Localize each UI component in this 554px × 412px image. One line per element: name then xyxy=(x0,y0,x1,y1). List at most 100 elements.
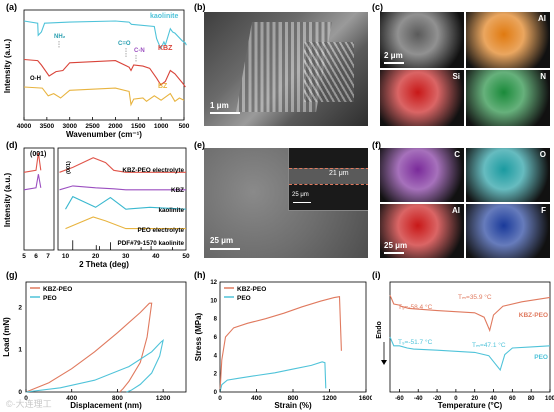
stress-ytick-label: 8 xyxy=(214,317,218,323)
xrd-xtick-right: 50 xyxy=(182,253,190,260)
xrd-right-frame xyxy=(57,147,187,251)
ftir-xtick-label: 3000 xyxy=(62,123,77,130)
dsc-ylabel: Endo xyxy=(376,321,383,339)
eds-grid-f: C O Al 25 μm F xyxy=(380,148,550,258)
panel-a-label: (a) xyxy=(6,2,17,12)
xrd-peak-label-small: (001) xyxy=(66,161,72,174)
stress-ylabel: Stress (MPa) xyxy=(194,312,203,361)
dsc-xtick-label: 0 xyxy=(454,396,458,402)
scalebar-e-text: 25 μm xyxy=(210,236,234,245)
eds-tile-label: F xyxy=(541,206,546,215)
stress-ytick-label: 6 xyxy=(214,335,218,341)
ftir-series-kbz xyxy=(23,58,186,88)
scalebar-f xyxy=(384,252,404,254)
eds-tile-label: C xyxy=(454,150,460,159)
ftir-legend-bz: BZ xyxy=(158,83,168,90)
scalebar-e xyxy=(210,248,240,250)
scalebar-c-text: 2 μm xyxy=(384,51,403,60)
xrd-xtick-left: 5 xyxy=(22,253,26,260)
stress-ytick-label: 0 xyxy=(214,390,218,396)
ftir-annotation: C-N xyxy=(134,48,145,54)
xrd-xtick-right: 20 xyxy=(92,253,100,260)
eds-tile-label: Al xyxy=(452,206,460,215)
stress-strain-chart: 0 400 800 1200 1600 0 2 4 6 8 10 12 KBZ-PEO PEO Strai… xyxy=(194,280,372,410)
stress-xtick-label: 1600 xyxy=(359,395,372,402)
panel-d-label: (d) xyxy=(6,140,18,150)
dsc-series-kbz-peo xyxy=(389,294,551,333)
load-ytick-label: 1 xyxy=(18,347,22,354)
xrd-series-1-right xyxy=(59,185,186,191)
dsc-legend-peo: PEO xyxy=(534,354,548,361)
ftir-chart: 4000 3500 3000 2500 2000 1500 1000 500 kaolinite… xyxy=(3,9,190,139)
dsc-xlabel: Temperature (°C) xyxy=(438,401,503,410)
watermark: ©·大连理工 xyxy=(6,399,52,409)
eds-tile-f: F xyxy=(466,204,550,258)
stress-ytick-label: 12 xyxy=(210,280,217,286)
xrd-xtick-left: 7 xyxy=(46,253,50,260)
stress-series-kbz-peo xyxy=(219,296,342,393)
dsc-xtick-label: 100 xyxy=(545,396,554,402)
scalebar-f-text: 25 μm xyxy=(384,241,408,250)
stress-xtick-label: 0 xyxy=(218,395,222,402)
stress-ytick-label: 4 xyxy=(214,353,218,359)
eds-tile-o: O xyxy=(466,148,550,202)
eds-tile-sem: 2 μm xyxy=(380,12,464,68)
eds-tile-c: C xyxy=(380,148,464,202)
stress-legend-label: PEO xyxy=(237,295,251,302)
eds-grid-c: 2 μm Al Si N xyxy=(380,12,550,126)
dsc-tm-kbz: Tₘ=35.9 °C xyxy=(458,293,492,301)
load-xtick-label: 800 xyxy=(112,395,123,402)
xrd-legend-label: KBZ xyxy=(171,187,184,194)
eds-tile-label: Al xyxy=(538,14,546,23)
panel-f-label: (f) xyxy=(372,140,381,150)
ftir-xtick-label: 4000 xyxy=(17,123,32,130)
dsc-tg-kbz: T₉=-58.4 °C xyxy=(398,303,433,311)
panel-b-label: (b) xyxy=(194,2,206,12)
ftir-xtick-label: 1000 xyxy=(154,123,169,130)
dsc-series-peo xyxy=(389,336,551,372)
load-ytick-label: 2 xyxy=(18,304,22,311)
load-legend-label: PEO xyxy=(43,295,57,302)
stress-series-peo xyxy=(219,361,327,393)
xrd-ylabel: Intensity (a.u.) xyxy=(3,173,12,228)
dsc-xtick-label: -20 xyxy=(433,396,442,402)
xrd-series-0-right xyxy=(59,157,186,173)
load-xtick-label: 1200 xyxy=(156,395,171,402)
load-plot-frame xyxy=(25,281,187,393)
xrd-legend-label: kaolinite xyxy=(158,207,184,214)
stress-xtick-label: 800 xyxy=(288,395,299,402)
panel-e-label: (e) xyxy=(194,140,205,150)
stress-xtick-label: 1200 xyxy=(322,395,337,402)
ftir-xtick-label: 500 xyxy=(179,123,190,130)
load-ylabel: Load (mN) xyxy=(2,317,11,357)
scalebar-b xyxy=(210,112,240,114)
ftir-legend-kaolinite: kaolinite xyxy=(150,13,179,20)
dsc-tm-peo: Tₘ=47.1 °C xyxy=(472,341,506,349)
dsc-xtick-label: 60 xyxy=(509,396,516,402)
xrd-left-frame xyxy=(23,147,55,251)
dsc-tg-peo: T₉=-51.7 °C xyxy=(398,338,433,346)
ftir-plot-frame xyxy=(23,9,185,121)
ftir-legend-kbz: KBZ xyxy=(158,45,173,52)
stress-legend-label: KBZ-PEO xyxy=(237,286,266,293)
thickness-label: 21 μm xyxy=(329,170,349,177)
load-xlabel: Displacement (nm) xyxy=(70,401,142,410)
load-series-peo xyxy=(25,339,164,393)
dsc-xtick-label: 80 xyxy=(528,396,535,402)
eds-tile-si: Si xyxy=(380,70,464,126)
stress-ytick-label: 10 xyxy=(210,298,217,304)
xrd-xtick-right: 30 xyxy=(122,253,130,260)
load-series-kbz-peo xyxy=(25,302,153,393)
xrd-series-0-left xyxy=(23,152,42,173)
eds-tile-label: Si xyxy=(452,72,460,81)
load-displacement-chart: 0 400 800 1200 0 1 2 KBZ-PEO PEO Displacement (n… xyxy=(2,281,187,410)
panel-g-label: (g) xyxy=(6,270,18,280)
load-xtick-label: 400 xyxy=(66,395,77,402)
xrd-xtick-left: 6 xyxy=(34,253,38,260)
stress-xtick-label: 400 xyxy=(251,395,262,402)
dsc-xtick-label: -40 xyxy=(414,396,423,402)
xrd-xtick-right: 40 xyxy=(152,253,160,260)
stress-ytick-label: 2 xyxy=(214,372,218,378)
load-legend-label: KBZ-PEO xyxy=(43,286,72,293)
eds-tile-label: N xyxy=(540,72,546,81)
